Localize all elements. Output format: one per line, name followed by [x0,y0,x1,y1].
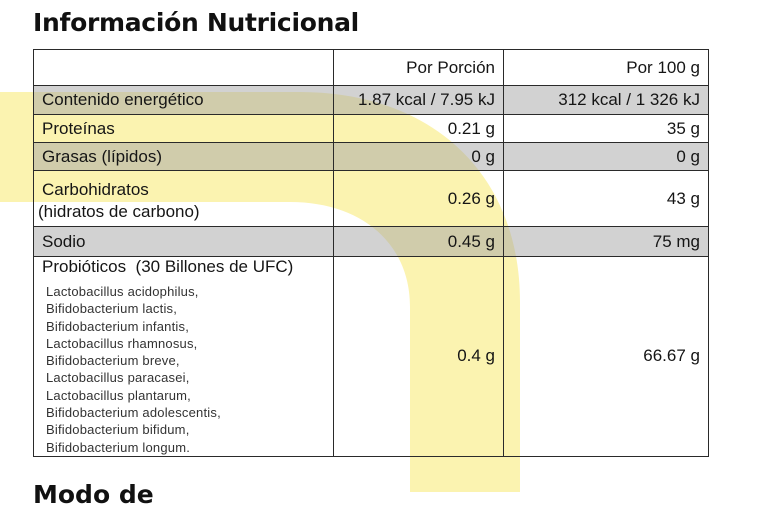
table-row-protein: Proteínas 0.21 g 35 g [33,114,709,143]
list-item: Bifidobacterium infantis, [46,318,190,334]
sodium-label: Sodio [33,226,334,257]
energy-per-100g: 312 kcal / 1 326 kJ [503,85,709,115]
energy-per-portion: 1.87 kcal / 7.95 kJ [333,85,504,115]
probiotics-label-cell: Probióticos (30 Billones de UFC) Lactoba… [33,256,334,457]
protein-per-portion: 0.21 g [333,114,504,143]
carbs-sublabel: (hidratos de carbono) [38,201,200,221]
probiotics-label: Probióticos (30 Billones de UFC) [42,257,294,276]
carbs-per-portion: 0.26 g [333,170,504,227]
list-item: Lactobacillus paracasei, [46,370,190,386]
next-section-heading-partial: Modo de [33,480,154,509]
sodium-per-portion: 0.45 g [333,226,504,257]
carbs-label-cell: Carbohidratos (hidratos de carbono) [33,170,334,227]
strain-list: Lactobacillus acidophilus, Bifidobacteri… [46,283,325,456]
probiotics-per-100g: 66.67 g [503,256,709,457]
list-item: Bifidobacterium adolescentis, [46,405,221,421]
table-row-sodium: Sodio 0.45 g 75 mg [33,226,709,257]
list-item: Bifidobacterium lactis, [46,301,178,317]
protein-per-100g: 35 g [503,114,709,143]
list-item: Bifidobacterium bifidum, [46,422,190,438]
carbs-per-100g: 43 g [503,170,709,227]
table-row-probiotics: Probióticos (30 Billones de UFC) Lactoba… [33,256,709,457]
page-title: Información Nutricional [33,8,359,37]
list-item: Lactobacillus plantarum, [46,387,191,403]
list-item: Bifidobacterium breve, [46,353,180,369]
header-per-100g: Por 100 g [503,49,709,86]
fat-per-100g: 0 g [503,142,709,171]
table-header-row: Por Porción Por 100 g [33,49,709,86]
energy-label: Contenido energético [33,85,334,115]
header-per-portion: Por Porción [333,49,504,86]
sodium-per-100g: 75 mg [503,226,709,257]
protein-label: Proteínas [33,114,334,143]
carbs-label: Carbohidratos [42,179,149,199]
table-row-carbs: Carbohidratos (hidratos de carbono) 0.26… [33,170,709,227]
probiotics-per-portion: 0.4 g [333,256,504,457]
list-item: Bifidobacterium longum. [46,439,191,455]
fat-label: Grasas (lípidos) [33,142,334,171]
table-row-fat: Grasas (lípidos) 0 g 0 g [33,142,709,171]
header-empty-cell [33,49,334,86]
list-item: Lactobacillus rhamnosus, [46,335,198,351]
nutrition-table: Por Porción Por 100 g Contenido energéti… [33,49,709,457]
fat-per-portion: 0 g [333,142,504,171]
list-item: Lactobacillus acidophilus, [46,284,199,299]
table-row-energy: Contenido energético 1.87 kcal / 7.95 kJ… [33,85,709,115]
